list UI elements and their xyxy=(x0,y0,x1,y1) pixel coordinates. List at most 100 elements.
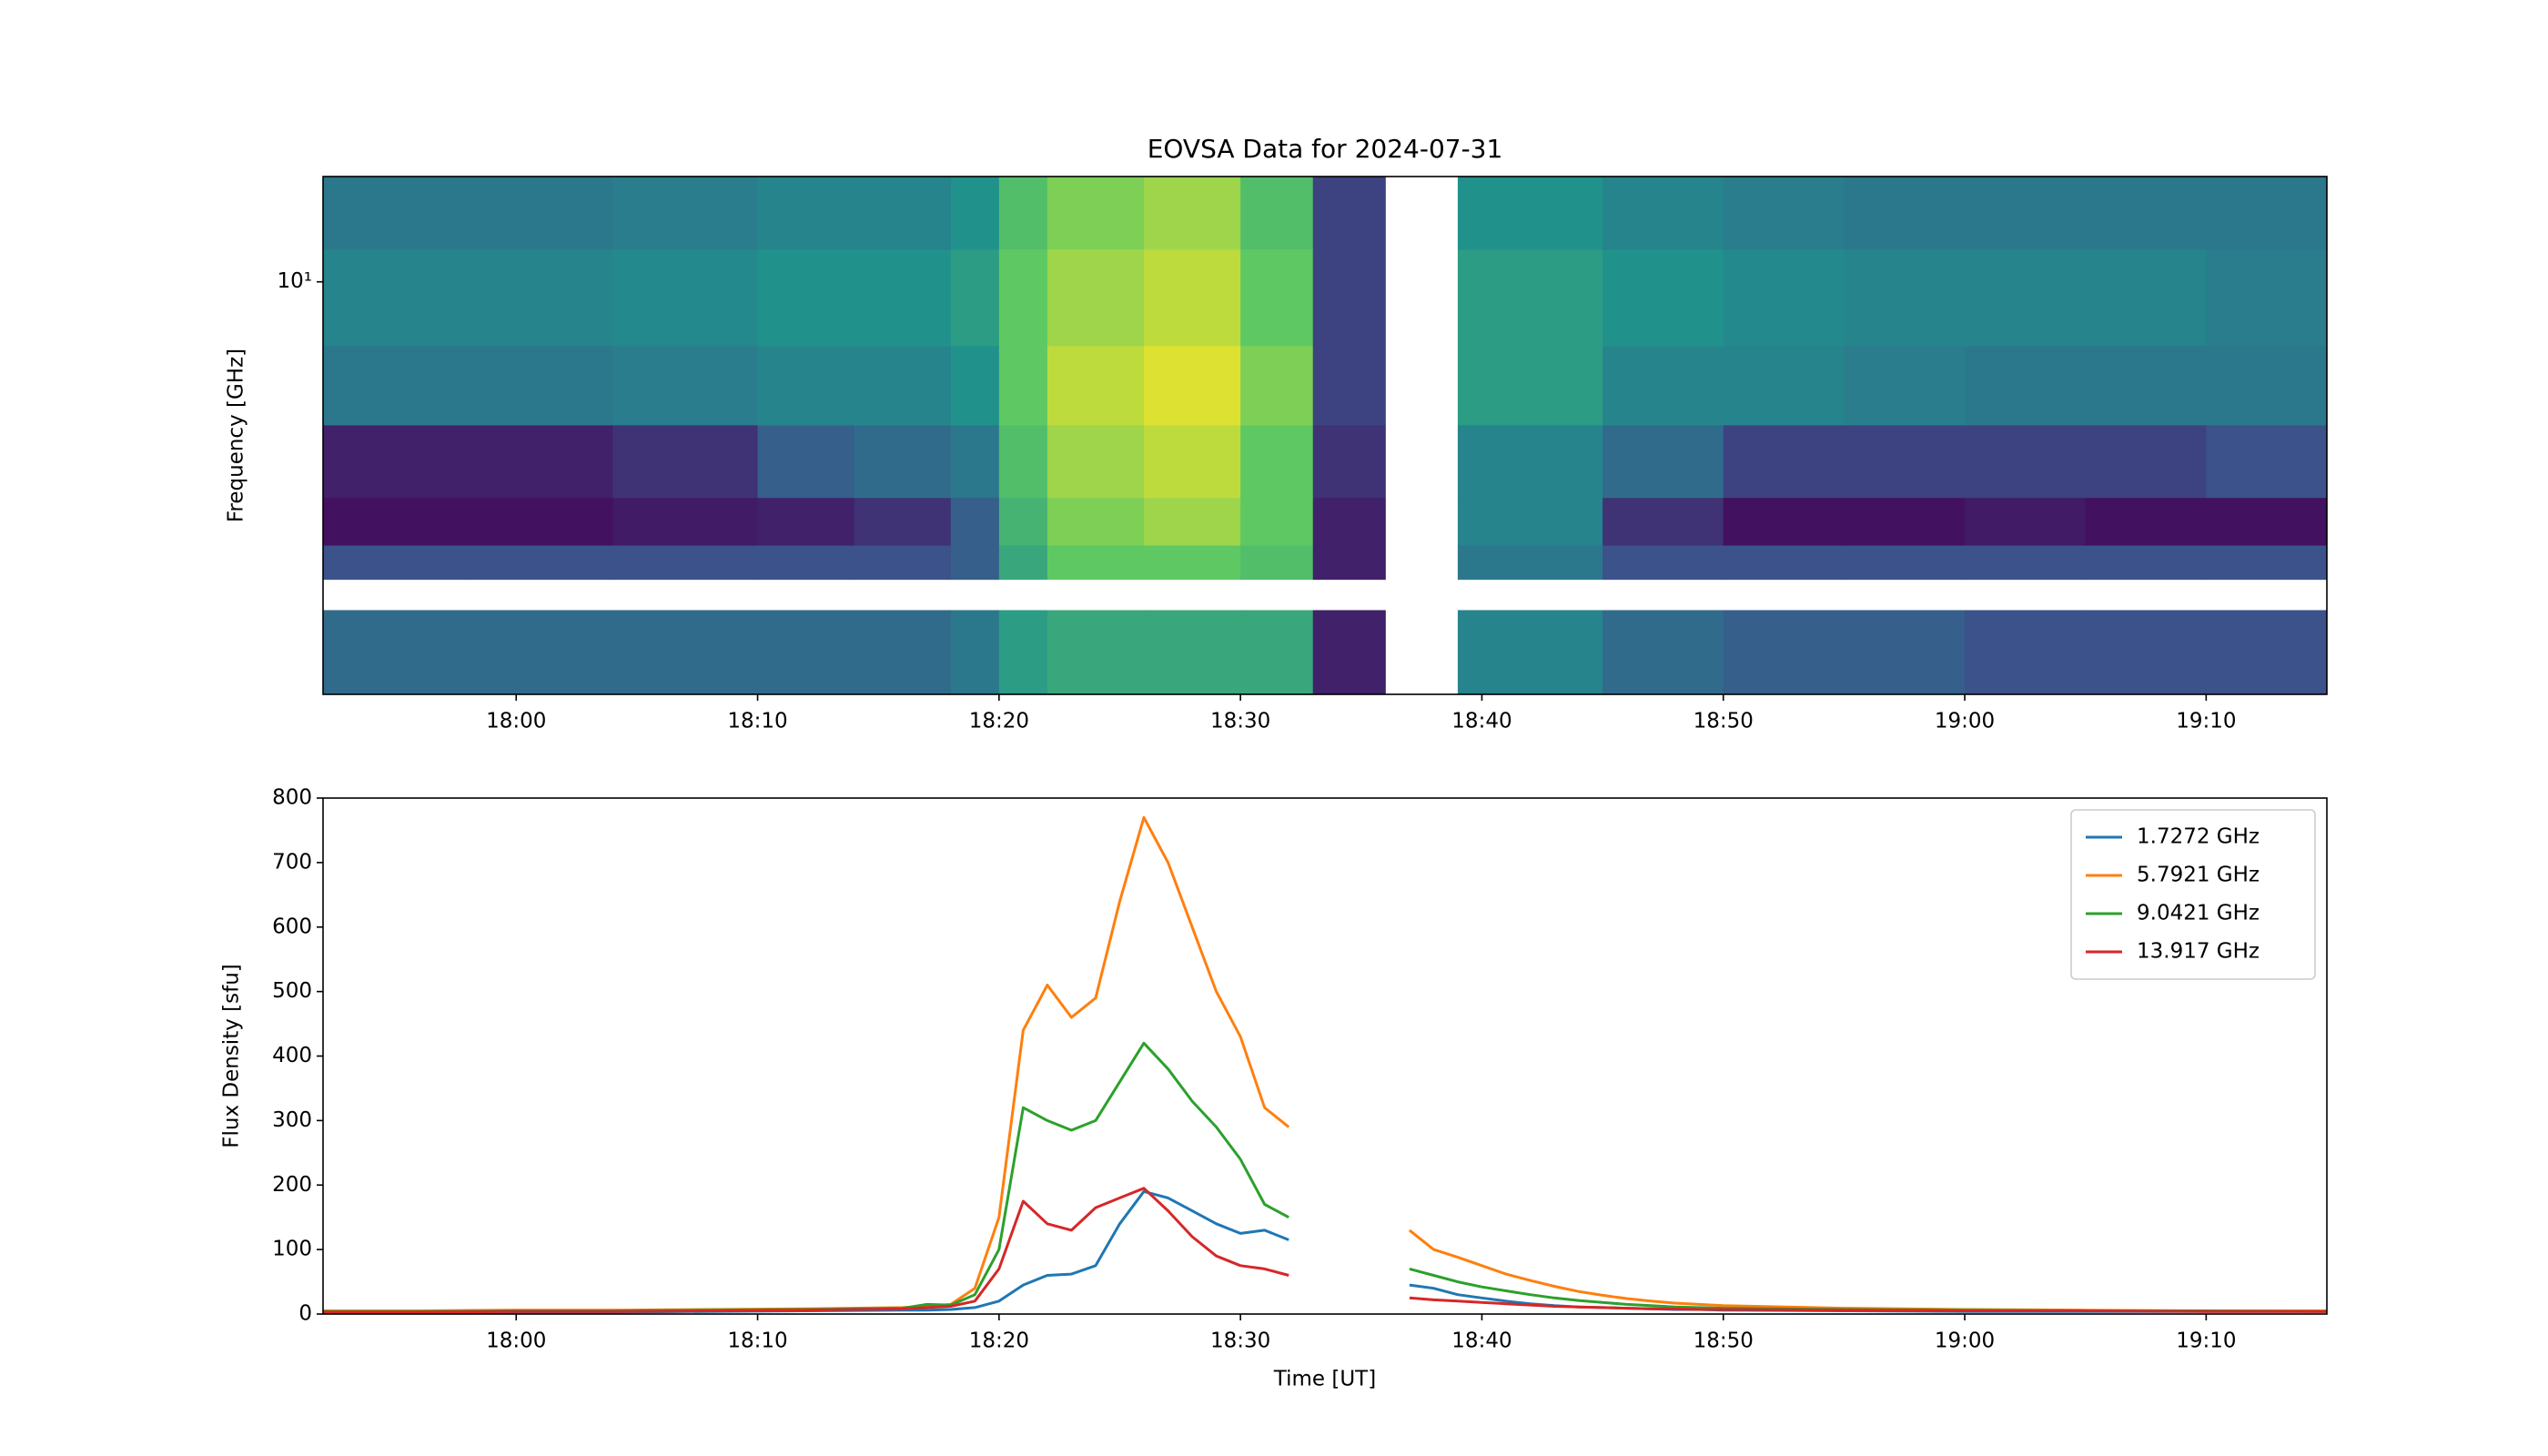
heatmap-cell xyxy=(1723,177,1845,250)
axes-frame xyxy=(322,176,2328,695)
y-tick-label: 800 xyxy=(272,786,312,810)
y-axis-label: Frequency [GHz] xyxy=(225,349,248,522)
heatmap-cell xyxy=(998,248,1048,347)
x-tick-label: 18:40 xyxy=(1451,1330,1512,1353)
x-tick-label: 19:10 xyxy=(2176,1330,2236,1353)
heatmap-cell xyxy=(1312,345,1386,426)
heatmap-cell xyxy=(2206,545,2328,581)
heatmap-cell xyxy=(468,177,613,250)
y-tick-label: 600 xyxy=(272,915,312,938)
heatmap-cell xyxy=(2085,177,2207,250)
heatmap-cell xyxy=(1844,545,1966,581)
heatmap-cell xyxy=(468,497,613,546)
y-tick-label: 500 xyxy=(272,979,312,1003)
heatmap-cell xyxy=(1603,497,1724,546)
heatmap-cell xyxy=(1144,177,1241,250)
heatmap-cell xyxy=(1240,545,1314,581)
legend-label: 13.917 GHz xyxy=(2137,940,2260,964)
series-line xyxy=(323,1187,2327,1314)
heatmap-cell xyxy=(854,177,952,250)
x-axis-label: Time [UT] xyxy=(1273,1368,1376,1391)
x-tick-label: 18:20 xyxy=(969,1330,1029,1353)
heatmap-cell xyxy=(1723,424,1845,499)
heatmap-cell xyxy=(1240,610,1314,695)
heatmap-cell xyxy=(1144,545,1241,581)
heatmap-cell xyxy=(468,345,613,426)
heatmap-cell xyxy=(2206,424,2328,499)
heatmap-cell xyxy=(998,177,1048,250)
heatmap-cell xyxy=(1844,497,1966,546)
heatmap-cell xyxy=(2206,497,2328,546)
heatmap-cell xyxy=(2085,424,2207,499)
heatmap-cell xyxy=(950,610,1000,695)
heatmap-cell xyxy=(1723,497,1845,546)
heatmap-cell xyxy=(1144,497,1241,546)
heatmap-cell xyxy=(998,610,1048,695)
x-tick-label: 19:00 xyxy=(1935,1330,1995,1353)
heatmap-cell xyxy=(323,610,469,695)
heatmap-cell xyxy=(612,177,759,250)
heatmap-cell xyxy=(1312,545,1386,581)
y-tick-label: 200 xyxy=(272,1173,312,1197)
legend-label: 1.7272 GHz xyxy=(2137,825,2260,849)
heatmap-cell xyxy=(757,345,855,426)
heatmap-cell xyxy=(468,248,613,347)
heatmap-cell xyxy=(612,424,759,499)
x-tick-label: 18:30 xyxy=(1210,1330,1270,1353)
heatmap-cell xyxy=(854,345,952,426)
series-line xyxy=(323,1189,2327,1314)
heatmap-cell xyxy=(1603,610,1724,695)
heatmap-cell xyxy=(1457,424,1603,499)
heatmap-cell xyxy=(612,248,759,347)
heatmap-cell xyxy=(323,497,469,546)
heatmap-cell xyxy=(2085,248,2207,347)
legend-box xyxy=(2070,809,2316,980)
heatmap-cell xyxy=(1240,497,1314,546)
y-tick-label: 10¹ xyxy=(278,269,313,293)
x-tick-label: 19:00 xyxy=(1935,710,1995,733)
x-tick-label: 18:40 xyxy=(1451,710,1512,733)
y-tick-label: 300 xyxy=(272,1108,312,1132)
heatmap-cell xyxy=(1046,545,1145,581)
heatmap-cell xyxy=(1046,248,1145,347)
heatmap-cell xyxy=(1457,345,1603,426)
heatmap-cell xyxy=(612,545,759,581)
heatmap-cell xyxy=(998,424,1048,499)
heatmap-cell xyxy=(1965,177,2087,250)
heatmap-cell xyxy=(2085,345,2207,426)
heatmap-cell xyxy=(1844,610,1966,695)
heatmap-cell xyxy=(854,610,952,695)
heatmap-cell xyxy=(1240,424,1314,499)
heatmap-cell xyxy=(1457,497,1603,546)
x-tick-label: 18:30 xyxy=(1210,710,1270,733)
heatmap-cell xyxy=(468,610,613,695)
x-tick-label: 18:50 xyxy=(1694,710,1754,733)
heatmap-cell xyxy=(854,248,952,347)
x-tick-label: 18:50 xyxy=(1694,1330,1754,1353)
heatmap-cell xyxy=(323,545,469,581)
heatmap-cell xyxy=(1046,610,1145,695)
heatmap-cell xyxy=(323,345,469,426)
heatmap-cell xyxy=(1723,610,1845,695)
series-line xyxy=(323,815,2327,1312)
heatmap-cell xyxy=(2085,545,2207,581)
heatmap-cell xyxy=(1240,345,1314,426)
heatmap-cell xyxy=(1965,248,2087,347)
heatmap-cell xyxy=(854,424,952,499)
heatmap-cell xyxy=(1046,497,1145,546)
heatmap-cell xyxy=(1144,610,1241,695)
series-line xyxy=(323,1041,2327,1313)
y-axis-label: Flux Density [sfu] xyxy=(220,964,244,1148)
heatmap-cell xyxy=(1312,497,1386,546)
heatmap-cell xyxy=(1144,248,1241,347)
heatmap-cell xyxy=(468,545,613,581)
heatmap-cell xyxy=(2206,248,2328,347)
heatmap-cell xyxy=(1603,424,1724,499)
heatmap-cell xyxy=(468,424,613,499)
legend-label: 9.0421 GHz xyxy=(2137,902,2260,925)
heatmap-cell xyxy=(1844,424,1966,499)
heatmap-cell xyxy=(998,497,1048,546)
x-tick-label: 18:20 xyxy=(969,710,1029,733)
heatmap-cell xyxy=(757,424,855,499)
